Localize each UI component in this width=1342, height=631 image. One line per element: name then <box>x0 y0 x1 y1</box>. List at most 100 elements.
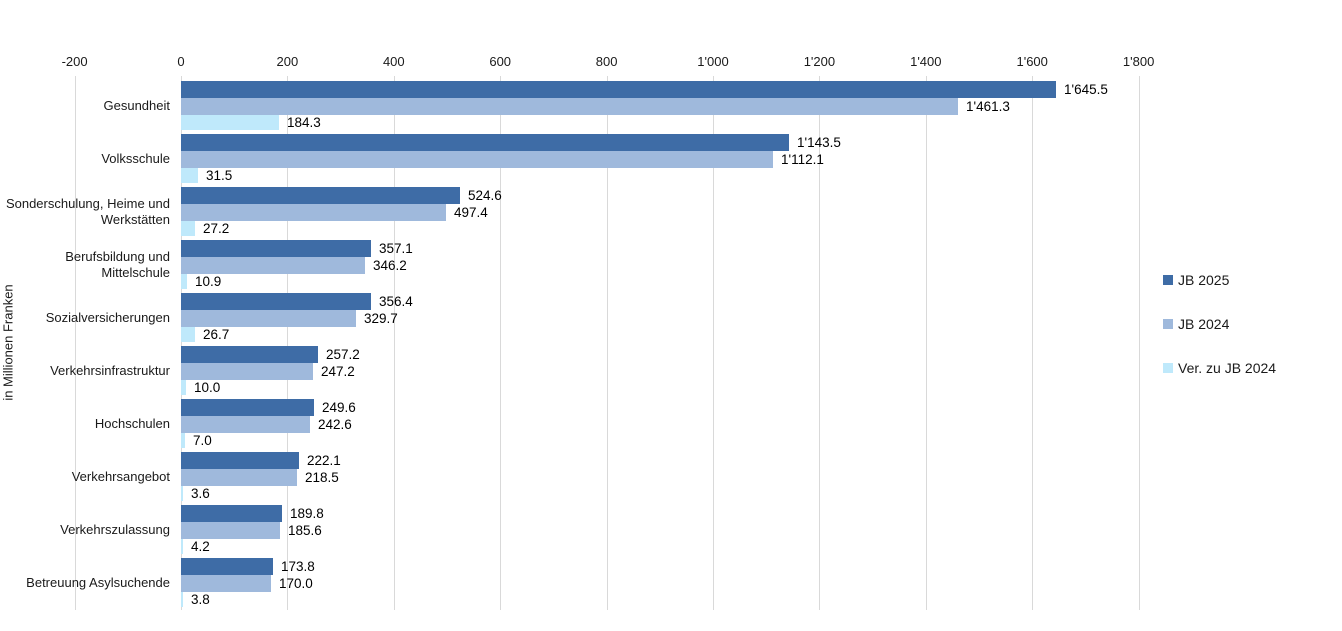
legend-label: JB 2025 <box>1178 272 1230 288</box>
bar-jb-2025 <box>181 187 460 204</box>
legend-swatch-jb-2024 <box>1163 319 1173 329</box>
bar-ver-zu-jb-2024 <box>181 115 279 130</box>
bar-jb-2024 <box>181 151 773 168</box>
gridline <box>181 76 182 610</box>
x-axis-tick-label: 800 <box>595 54 618 69</box>
legend-item-jb-2025: JB 2025 <box>1163 272 1276 288</box>
bar-jb-2024 <box>181 416 310 433</box>
gridline <box>500 76 501 610</box>
x-axis-tick-label: 0 <box>177 54 185 69</box>
x-axis-tick-label: -200 <box>61 54 88 69</box>
bar-value-label: 170.0 <box>279 576 313 591</box>
category-label: Gesundheit <box>103 97 171 113</box>
gridline <box>1139 76 1140 610</box>
bar-jb-2025 <box>181 134 789 151</box>
category-label: Verkehrsinfrastruktur <box>50 362 170 378</box>
bar-jb-2025 <box>181 346 318 363</box>
bar-value-label: 1'143.5 <box>797 135 841 150</box>
bar-value-label: 4.2 <box>191 539 210 554</box>
gridline <box>287 76 288 610</box>
bar-value-label: 222.1 <box>307 453 341 468</box>
legend-swatch-jb-2025 <box>1163 275 1173 285</box>
x-axis-tick-label: 600 <box>489 54 512 69</box>
bar-jb-2024 <box>181 204 446 221</box>
bar-value-label: 27.2 <box>203 221 230 236</box>
gridline <box>607 76 608 610</box>
bar-jb-2025 <box>181 81 1056 98</box>
bar-ver-zu-jb-2024 <box>181 539 183 554</box>
bar-ver-zu-jb-2024 <box>181 380 186 395</box>
bar-value-label: 26.7 <box>203 327 230 342</box>
bar-ver-zu-jb-2024 <box>181 221 195 236</box>
bar-jb-2024 <box>181 363 313 380</box>
gridline <box>819 76 820 610</box>
bar-value-label: 346.2 <box>373 258 407 273</box>
bar-value-label: 10.9 <box>195 274 222 289</box>
bar-value-label: 329.7 <box>364 311 398 326</box>
bar-jb-2024 <box>181 310 356 327</box>
category-label: Sonderschulung, Heime und Werkstätten <box>5 195 170 227</box>
bar-value-label: 3.6 <box>191 486 210 501</box>
bar-ver-zu-jb-2024 <box>181 327 195 342</box>
bar-value-label: 1'645.5 <box>1064 82 1108 97</box>
bar-value-label: 184.3 <box>287 115 321 130</box>
category-label: Berufsbildung und Mittelschule <box>65 248 170 280</box>
bar-value-label: 1'112.1 <box>781 152 824 167</box>
bar-jb-2024 <box>181 469 297 486</box>
bar-value-label: 185.6 <box>288 523 322 538</box>
x-axis-tick-label: 1'400 <box>910 54 942 69</box>
bar-jb-2025 <box>181 558 273 575</box>
x-axis-tick-label: 200 <box>276 54 299 69</box>
category-label: Verkehrszulassung <box>60 521 170 537</box>
bar-value-label: 218.5 <box>305 470 339 485</box>
bar-value-label: 3.8 <box>191 592 210 607</box>
legend-swatch-ver-zu-jb-2024 <box>1163 363 1173 373</box>
category-label: Betreuung Asylsuchende <box>26 574 170 590</box>
bar-value-label: 242.6 <box>318 417 352 432</box>
gridline <box>713 76 714 610</box>
x-axis-tick-label: 1'200 <box>803 54 836 69</box>
bar-jb-2024 <box>181 575 271 592</box>
x-axis-tick-label: 1'800 <box>1122 54 1155 69</box>
bar-jb-2025 <box>181 505 282 522</box>
bar-ver-zu-jb-2024 <box>181 274 187 289</box>
legend-label: JB 2024 <box>1178 316 1230 332</box>
bar-value-label: 189.8 <box>290 506 324 521</box>
bar-value-label: 1'461.3 <box>966 99 1010 114</box>
bar-ver-zu-jb-2024 <box>181 168 198 183</box>
x-axis-tick-label: 400 <box>382 54 405 69</box>
bar-jb-2024 <box>181 522 280 539</box>
bar-value-label: 356.4 <box>379 294 413 309</box>
legend: JB 2025 JB 2024 Ver. zu JB 2024 <box>1163 272 1276 376</box>
bar-jb-2025 <box>181 452 299 469</box>
category-label: Verkehrsangebot <box>71 468 170 484</box>
bar-value-label: 31.5 <box>206 168 233 183</box>
category-label: Volksschule <box>101 150 170 166</box>
bar-value-label: 497.4 <box>454 205 488 220</box>
legend-item-ver-zu-jb-2024: Ver. zu JB 2024 <box>1163 360 1276 376</box>
bar-value-label: 524.6 <box>468 188 502 203</box>
bar-value-label: 7.0 <box>193 433 212 448</box>
bar-ver-zu-jb-2024 <box>181 592 183 607</box>
bar-value-label: 10.0 <box>194 380 221 395</box>
bar-jb-2025 <box>181 293 371 310</box>
bar-jb-2025 <box>181 399 314 416</box>
bar-ver-zu-jb-2024 <box>181 486 183 501</box>
gridline <box>1032 76 1033 610</box>
category-label: Sozialversicherungen <box>45 309 170 325</box>
bar-value-label: 357.1 <box>379 241 413 256</box>
bar-jb-2024 <box>181 257 365 274</box>
bar-ver-zu-jb-2024 <box>181 433 185 448</box>
category-label: Hochschulen <box>94 415 170 431</box>
bar-value-label: 257.2 <box>326 347 360 362</box>
gridline <box>75 76 76 610</box>
bar-jb-2025 <box>181 240 371 257</box>
legend-item-jb-2024: JB 2024 <box>1163 316 1276 332</box>
gridline <box>394 76 395 610</box>
legend-label: Ver. zu JB 2024 <box>1178 360 1277 376</box>
x-axis-tick-label: 1'600 <box>1016 54 1048 69</box>
bar-jb-2024 <box>181 98 958 115</box>
bar-value-label: 247.2 <box>321 364 355 379</box>
bar-value-label: 173.8 <box>281 559 315 574</box>
